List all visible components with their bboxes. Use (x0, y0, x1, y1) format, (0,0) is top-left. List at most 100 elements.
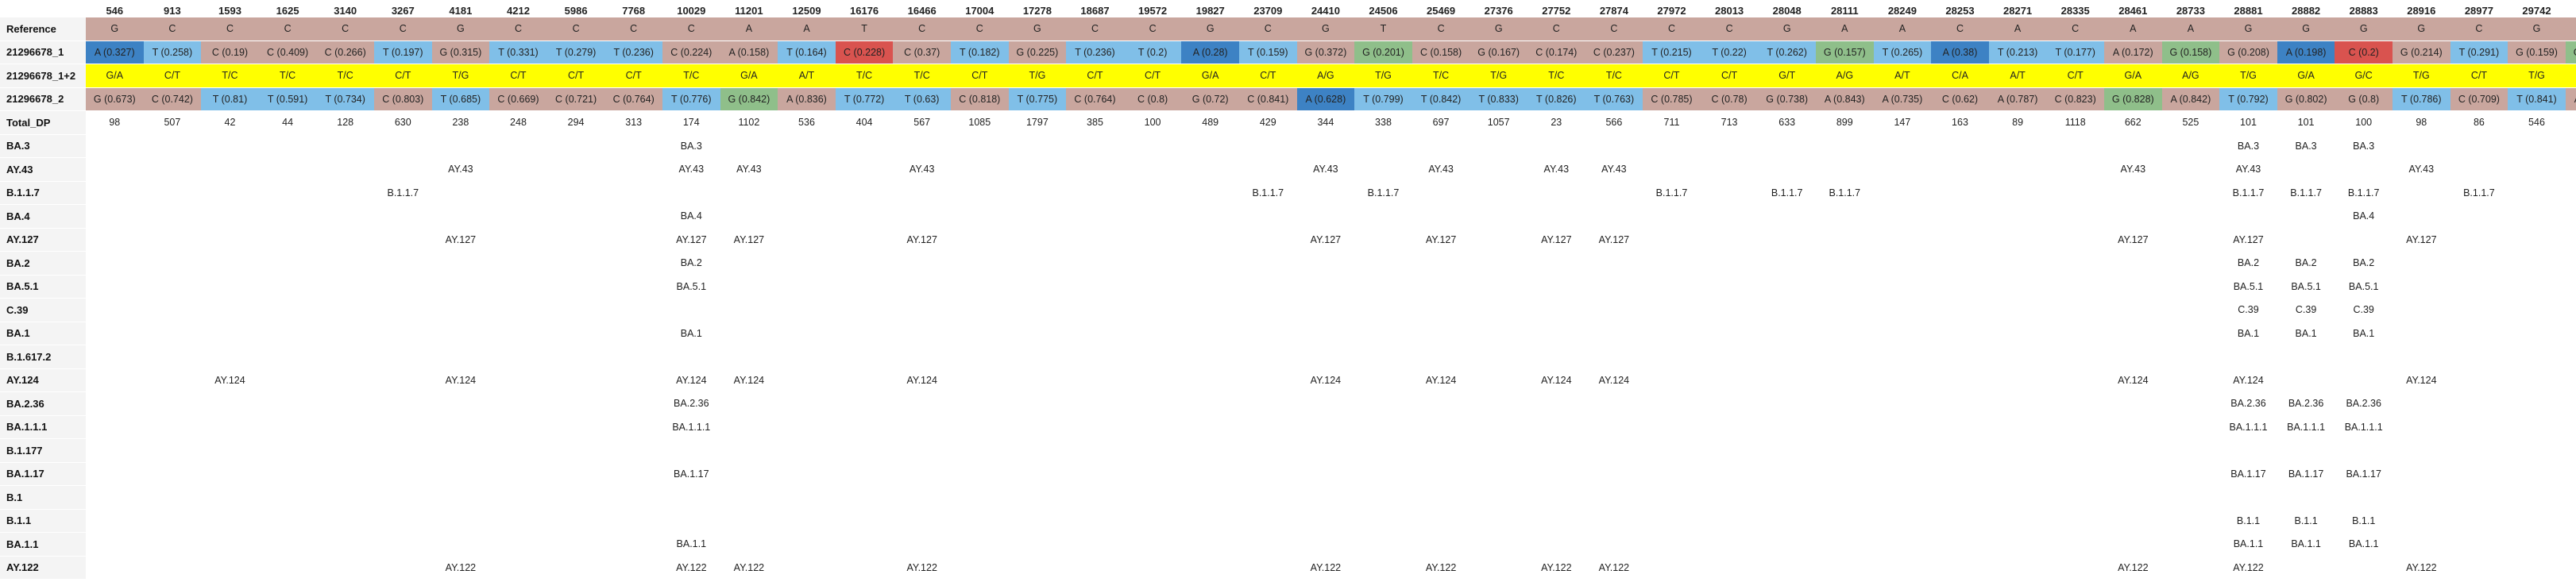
table-cell (374, 509, 432, 532)
table-cell (1470, 345, 1527, 368)
table-cell (1816, 275, 1874, 298)
table-cell (1527, 392, 1585, 415)
table-cell: 344 (1296, 111, 1355, 134)
table-cell: T (0.833) (1470, 87, 1527, 110)
table-cell (1181, 368, 1239, 391)
table-cell (1470, 299, 1527, 322)
table-row: AY.122 AY.122 AY.122 AY.122 AY.122 AY.122 AY.1… (0, 556, 2576, 579)
row-label: AY.122 (0, 556, 86, 579)
table-cell (201, 345, 259, 368)
table-row: BA.2.36 BA.2.36 BA.2.36 BA.2.36 BA.2.36 (0, 392, 2576, 415)
table-cell: B.1.1.7 (374, 181, 432, 204)
table-cell (2565, 415, 2576, 438)
table-cell: C (0.823) (2046, 87, 2104, 110)
table-cell: 147 (1873, 111, 1932, 134)
table-cell (374, 134, 432, 157)
table-cell (1988, 228, 2047, 251)
table-cell (1066, 509, 1124, 532)
table-cell (2046, 439, 2104, 462)
table-cell: G/C (2335, 64, 2393, 87)
table-cell (1470, 509, 1527, 532)
table-cell (893, 134, 951, 157)
position-header: 913 (164, 4, 181, 17)
table-cell (1931, 392, 1989, 415)
table-row: BA.1.1.1 BA.1.1.1 BA.1.1.1 BA.1.1.1 BA.1.1.1 (0, 415, 2576, 438)
table-cell: T/C (1585, 64, 1643, 87)
table-cell: C (0.37) (893, 40, 951, 64)
table-cell (951, 134, 1009, 157)
table-cell: T (0.81) (201, 87, 259, 110)
table-cell: 128 (316, 111, 374, 134)
table-cell: T (0.279) (546, 40, 605, 64)
table-cell (2450, 228, 2508, 251)
table-cell: A (0.28) (1181, 40, 1239, 64)
table-cell (1873, 509, 1932, 532)
table-cell (1123, 368, 1182, 391)
table-cell (1412, 415, 1470, 438)
table-cell (374, 392, 432, 415)
table-cell (1412, 345, 1470, 368)
table-cell (1643, 134, 1701, 157)
table-cell: C (0.818) (951, 87, 1009, 110)
table-cell (2219, 439, 2277, 462)
table-cell (2104, 205, 2162, 228)
table-cell (2508, 415, 2566, 438)
table-cell: T (0.799) (1354, 87, 1412, 110)
table-cell: BA.2.36 (662, 392, 720, 415)
table-cell (2277, 158, 2335, 181)
table-cell (720, 415, 778, 438)
table-cell (1585, 392, 1643, 415)
table-cell (893, 486, 951, 509)
table-cell (1123, 158, 1182, 181)
table-cell (2046, 181, 2104, 204)
table-cell: 899 (1816, 111, 1874, 134)
table-cell (1470, 462, 1527, 485)
table-cell: C (0.224) (662, 40, 720, 64)
table-cell (1066, 181, 1124, 204)
table-cell: C (0.266) (316, 40, 374, 64)
table-cell: T/G (2508, 64, 2566, 87)
row-label: BA.1 (0, 322, 86, 345)
table-cell (778, 486, 836, 509)
table-cell: 86 (2450, 111, 2508, 134)
table-cell (1123, 322, 1182, 345)
table-cell (1700, 368, 1759, 391)
table-cell (835, 299, 894, 322)
table-cell (1931, 509, 1989, 532)
table-cell (86, 345, 144, 368)
table-cell: 1085 (951, 111, 1009, 134)
table-cell (316, 486, 374, 509)
table-cell: BA.2.36 (2219, 392, 2277, 415)
table-cell (143, 533, 202, 556)
table-cell (1988, 205, 2047, 228)
table-cell (143, 181, 202, 204)
table-cell (1931, 228, 1989, 251)
table-cell (1988, 486, 2047, 509)
table-cell (1470, 275, 1527, 298)
table-row: 21296678_1 A (0.327) T (0.258) C (0.19) C (0… (0, 40, 2576, 64)
table-cell (1931, 462, 1989, 485)
table-cell: C/T (1700, 64, 1759, 87)
table-cell: A/G (1816, 64, 1874, 87)
table-cell: 697 (1412, 111, 1470, 134)
table-cell: C (0.721) (546, 87, 605, 110)
table-cell (1296, 299, 1355, 322)
table-cell (778, 228, 836, 251)
table-cell (2508, 486, 2566, 509)
table-cell (1354, 392, 1412, 415)
table-cell (1758, 158, 1816, 181)
table-cell: G (0.208) (2219, 40, 2277, 64)
table-cell (1181, 275, 1239, 298)
table-cell (951, 345, 1009, 368)
table-cell (2104, 392, 2162, 415)
table-cell (604, 299, 662, 322)
table-cell (201, 275, 259, 298)
table-cell (1816, 322, 1874, 345)
table-cell (1470, 368, 1527, 391)
table-cell (201, 556, 259, 579)
table-cell: BA.3 (2219, 134, 2277, 157)
table-cell: BA.3 (2277, 134, 2335, 157)
table-cell (1700, 134, 1759, 157)
table-cell (2393, 252, 2450, 275)
table-cell (2161, 228, 2220, 251)
